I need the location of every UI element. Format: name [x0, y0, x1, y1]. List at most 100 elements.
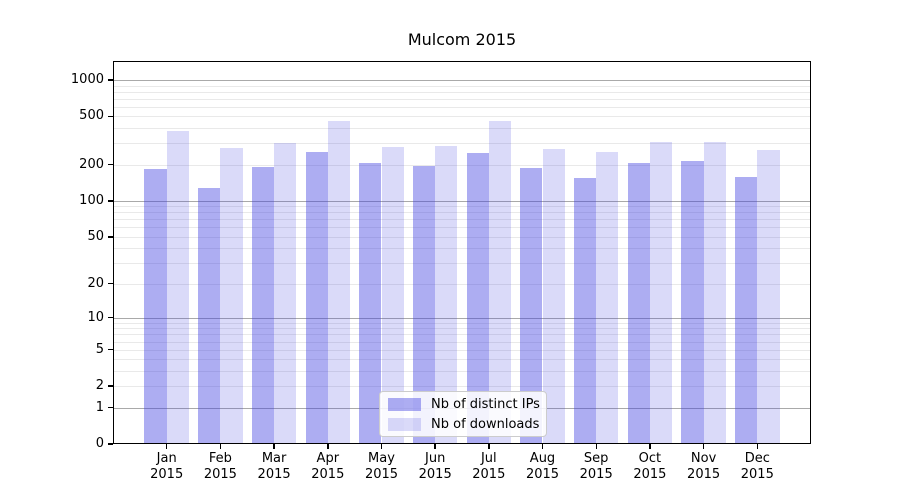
- x-tick-mark: [327, 444, 329, 449]
- minor-gridline: [113, 341, 811, 343]
- major-gridline: [113, 317, 811, 319]
- bar-downloads-mar: [274, 142, 297, 444]
- y-tick-label: 500: [79, 108, 104, 124]
- bar-distinct-ips-jul: [466, 153, 489, 444]
- y-tick-mark: [108, 236, 113, 238]
- bar-downloads-jun: [435, 145, 458, 444]
- x-tick-label: Aug 2015: [525, 451, 560, 482]
- bar-distinct-ips-sep: [573, 178, 597, 444]
- y-tick-label: 20: [87, 275, 104, 291]
- minor-gridline: [113, 322, 811, 324]
- minor-gridline: [113, 212, 811, 214]
- minor-gridline: [113, 349, 811, 351]
- y-tick-mark: [108, 79, 113, 81]
- y-tick-label: 2: [95, 378, 104, 394]
- minor-gridline: [113, 283, 811, 285]
- y-tick-label: 5: [95, 341, 104, 357]
- minor-gridline: [113, 386, 811, 388]
- x-tick-mark: [756, 444, 759, 449]
- minor-gridline: [113, 106, 811, 108]
- legend-item: Nb of downloads: [388, 416, 540, 432]
- minor-gridline: [113, 143, 811, 145]
- y-tick-label: 50: [87, 228, 104, 244]
- x-tick-label: Jul 2015: [472, 451, 506, 482]
- minor-gridline: [113, 248, 811, 250]
- minor-gridline: [113, 236, 811, 238]
- chart-title: Mulcom 2015: [407, 30, 517, 49]
- y-tick-label: 200: [79, 156, 104, 172]
- bar-distinct-ips-jan: [144, 169, 167, 444]
- minor-gridline: [113, 334, 811, 336]
- bar-downloads-jul: [488, 120, 512, 444]
- bar-distinct-ips-nov: [681, 161, 704, 444]
- x-tick-label: Mar 2015: [257, 451, 291, 482]
- bar-downloads-jan: [166, 130, 189, 444]
- bar-distinct-ips-feb: [198, 187, 221, 444]
- bar-downloads-apr: [327, 121, 351, 444]
- major-gridline: [113, 200, 811, 202]
- bar-distinct-ips-jun: [412, 165, 436, 444]
- x-tick-mark: [595, 444, 597, 449]
- x-tick-mark: [541, 444, 544, 449]
- minor-gridline: [113, 328, 811, 330]
- x-tick-label: Nov 2015: [687, 451, 721, 482]
- legend: Nb of distinct IPs Nb of downloads: [379, 391, 547, 437]
- minor-gridline: [113, 91, 811, 93]
- bar-distinct-ips-dec: [735, 176, 758, 444]
- minor-gridline: [113, 116, 811, 118]
- y-tick-mark: [108, 282, 113, 285]
- x-tick-mark: [488, 444, 490, 449]
- x-tick-label: May 2015: [364, 451, 399, 482]
- x-tick-label: Dec 2015: [740, 451, 774, 482]
- minor-gridline: [113, 206, 811, 208]
- bar-downloads-dec: [757, 150, 780, 444]
- bar-downloads-feb: [220, 148, 243, 444]
- y-tick-mark: [108, 348, 113, 351]
- x-tick-label: Feb 2015: [203, 451, 237, 482]
- bar-downloads-may: [381, 146, 404, 444]
- minor-gridline: [113, 359, 811, 361]
- legend-swatch-downloads: [388, 417, 421, 431]
- y-tick-mark: [108, 443, 113, 445]
- minor-gridline: [113, 227, 811, 229]
- x-tick-label: Sep 2015: [579, 451, 613, 482]
- y-tick-mark: [108, 406, 113, 409]
- bar-downloads-nov: [703, 142, 726, 444]
- minor-gridline: [113, 263, 811, 264]
- bar-distinct-ips-oct: [627, 163, 650, 444]
- minor-gridline: [113, 85, 811, 87]
- legend-item: Nb of distinct IPs: [388, 397, 540, 412]
- x-tick-mark: [219, 444, 222, 449]
- y-tick-mark: [108, 115, 113, 118]
- x-tick-label: Jun 2015: [418, 451, 452, 482]
- bar-distinct-ips-may: [359, 163, 382, 444]
- x-tick-mark: [649, 444, 651, 449]
- y-tick-mark: [108, 200, 113, 202]
- bar-downloads-sep: [596, 151, 619, 444]
- y-tick-label: 1000: [70, 71, 104, 87]
- y-tick-mark: [108, 316, 113, 319]
- bar-distinct-ips-mar: [251, 166, 275, 444]
- x-tick-label: Jan 2015: [150, 451, 184, 482]
- minor-gridline: [113, 128, 811, 130]
- plot-area: [113, 61, 811, 444]
- minor-gridline: [113, 370, 811, 372]
- y-tick-mark: [108, 385, 113, 387]
- bar-distinct-ips-apr: [305, 152, 328, 444]
- y-tick-label: 10: [87, 309, 104, 325]
- x-tick-mark: [165, 444, 168, 449]
- bar-distinct-ips-aug: [520, 168, 543, 444]
- x-tick-label: Oct 2015: [633, 451, 667, 482]
- minor-gridline: [113, 219, 811, 221]
- bar-downloads-oct: [649, 141, 673, 444]
- y-tick-mark: [108, 163, 113, 166]
- legend-label: Nb of downloads: [431, 416, 540, 432]
- x-tick-mark: [434, 444, 436, 449]
- legend-swatch-distinct-ips: [388, 397, 421, 411]
- minor-gridline: [113, 164, 811, 166]
- major-gridline: [113, 79, 811, 81]
- y-tick-label: 1: [95, 399, 104, 415]
- minor-gridline: [113, 98, 811, 100]
- bar-downloads-aug: [542, 149, 565, 444]
